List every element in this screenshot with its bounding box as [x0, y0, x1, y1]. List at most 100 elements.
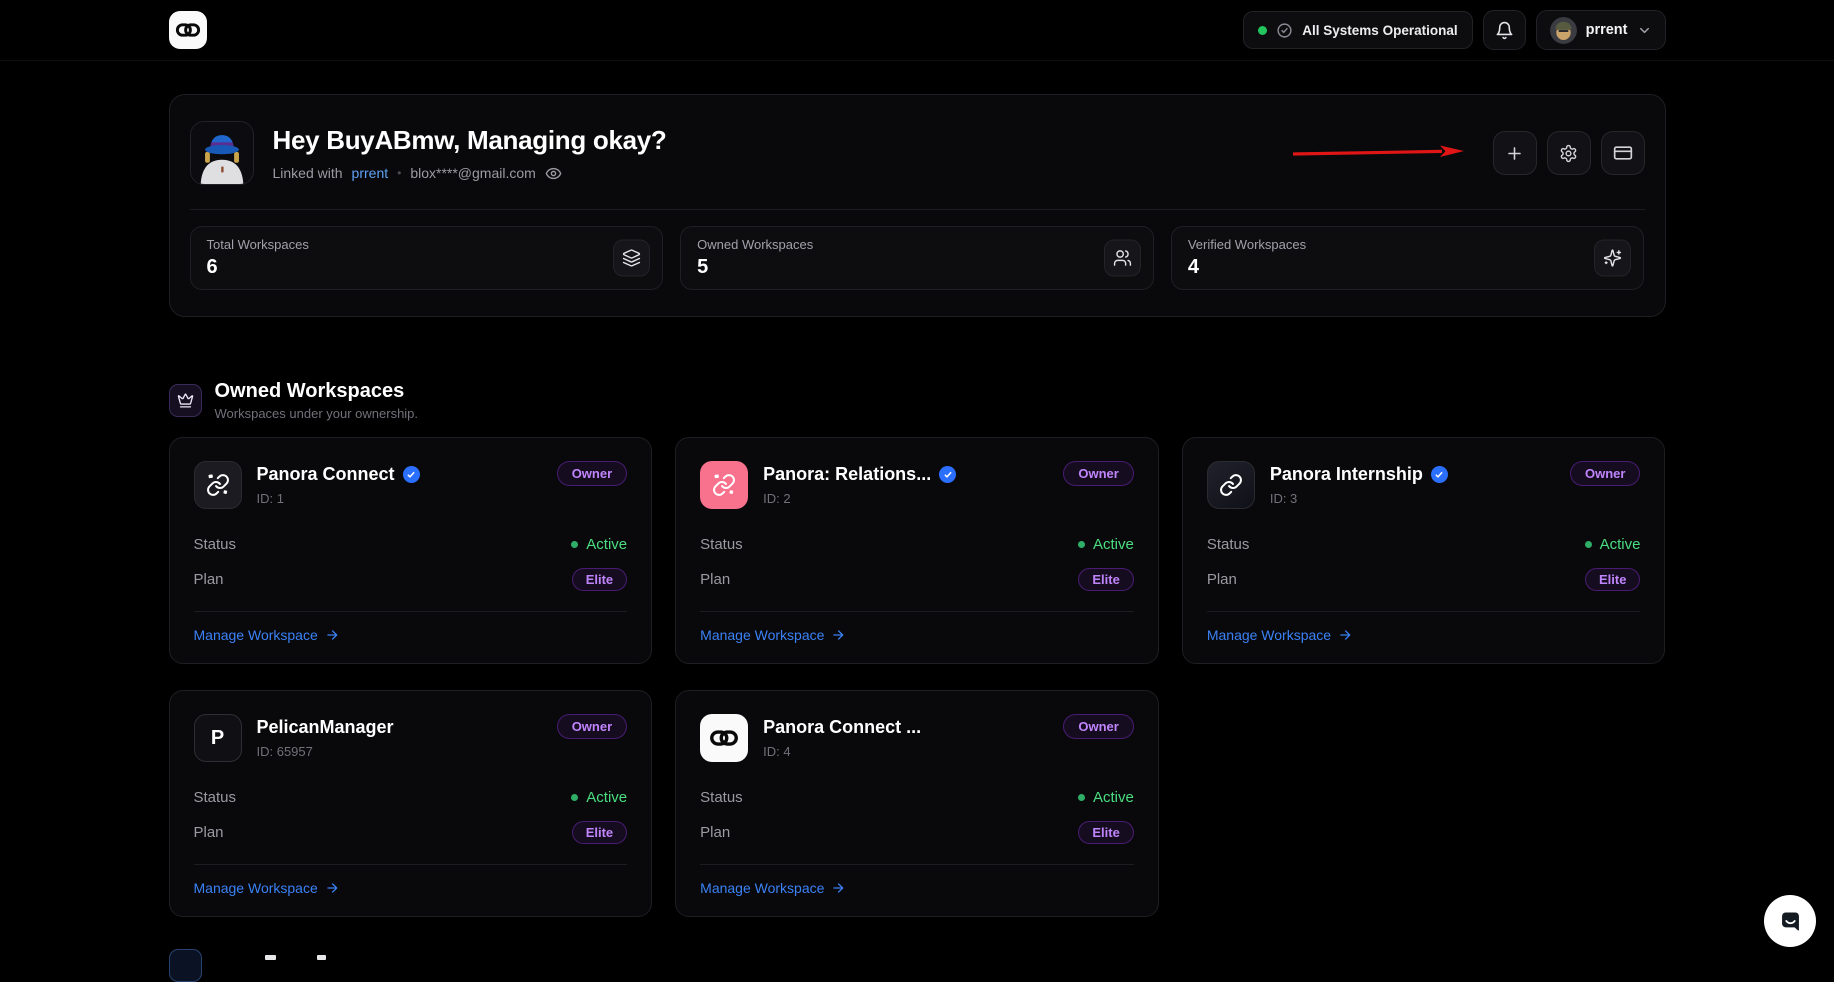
workspace-card: Panora Connect ID: 1 Owner Status Active: [169, 437, 653, 664]
status-dot: [1258, 26, 1267, 35]
owner-badge: Owner: [557, 461, 627, 486]
status-value: Active: [1585, 536, 1641, 553]
next-section-header-cutoff: [169, 949, 1666, 982]
owned-workspaces-section-header: Owned Workspaces Workspaces under your o…: [169, 380, 1666, 421]
support-chat-button[interactable]: [1764, 895, 1816, 947]
crown-icon: [169, 384, 202, 417]
stat-label: Verified Workspaces: [1188, 237, 1628, 252]
workspace-card: Panora Connect ... ID: 4 Owner Status Ac…: [675, 690, 1159, 917]
app-logo[interactable]: [169, 11, 207, 49]
masked-email: blox****@gmail.com: [410, 165, 535, 181]
owner-badge: Owner: [1063, 714, 1133, 739]
workspace-id: ID: 65957: [257, 744, 394, 759]
arrow-right-icon: [1338, 628, 1352, 642]
manage-workspace-label: Manage Workspace: [194, 880, 318, 896]
card-divider: [700, 864, 1134, 865]
status-label: Status: [700, 536, 743, 553]
plan-label: Plan: [1207, 571, 1237, 588]
workspace-icon: [700, 461, 748, 509]
active-dot: [1585, 541, 1592, 548]
annotation-red-arrow: [1292, 145, 1464, 159]
credit-card-icon: [1613, 143, 1633, 163]
manage-workspace-label: Manage Workspace: [700, 880, 824, 896]
plan-badge: Elite: [572, 821, 627, 844]
status-label: Status: [194, 789, 237, 806]
user-menu[interactable]: prrent: [1536, 10, 1666, 50]
manage-workspace-link[interactable]: Manage Workspace: [194, 627, 628, 643]
user-avatar: [1550, 17, 1577, 44]
arrow-right-icon: [325, 628, 339, 642]
status-value: Active: [571, 536, 627, 553]
owner-badge: Owner: [1570, 461, 1640, 486]
billing-button[interactable]: [1601, 131, 1645, 175]
chat-bubble-icon: [1777, 908, 1804, 935]
add-workspace-button[interactable]: [1493, 131, 1537, 175]
stat-value: 4: [1188, 256, 1628, 279]
sparkles-icon: [1594, 240, 1631, 277]
active-dot: [1078, 794, 1085, 801]
plan-label: Plan: [194, 824, 224, 841]
workspace-id: ID: 2: [763, 491, 956, 506]
gear-icon: [1559, 144, 1578, 163]
active-dot: [571, 794, 578, 801]
manage-workspace-link[interactable]: Manage Workspace: [194, 880, 628, 896]
plan-label: Plan: [700, 824, 730, 841]
section-subtitle: Workspaces under your ownership.: [215, 406, 419, 421]
users-icon: [1104, 240, 1141, 277]
system-status-pill[interactable]: All Systems Operational: [1243, 11, 1472, 49]
arrow-right-icon: [325, 881, 339, 895]
separator-dot: •: [397, 166, 401, 180]
plan-label: Plan: [700, 571, 730, 588]
manage-workspace-link[interactable]: Manage Workspace: [700, 627, 1134, 643]
linked-prefix: Linked with: [273, 165, 343, 181]
verified-badge-icon: [939, 466, 956, 483]
manage-workspace-link[interactable]: Manage Workspace: [700, 880, 1134, 896]
arrow-right-icon: [831, 881, 845, 895]
chain-rings-icon: [175, 17, 201, 43]
owner-badge: Owner: [1063, 461, 1133, 486]
linked-account-link[interactable]: prrent: [352, 165, 389, 181]
workspace-name: Panora Internship: [1270, 464, 1423, 485]
status-value-text: Active: [1093, 536, 1134, 553]
owner-badge: Owner: [557, 714, 627, 739]
card-divider: [700, 611, 1134, 612]
status-value: Active: [571, 789, 627, 806]
workspace-icon: [194, 461, 242, 509]
arrow-right-icon: [831, 628, 845, 642]
status-label: Status: [1207, 536, 1250, 553]
card-divider: [1207, 611, 1641, 612]
workspace-id: ID: 1: [257, 491, 420, 506]
notifications-button[interactable]: [1483, 10, 1526, 50]
card-divider: [194, 864, 628, 865]
workspace-id: ID: 3: [1270, 491, 1448, 506]
workspace-icon: [1207, 461, 1255, 509]
plus-icon: [1505, 144, 1524, 163]
plan-badge: Elite: [1078, 821, 1133, 844]
hero-divider: [190, 209, 1645, 210]
workspace-name: Panora Connect ...: [763, 717, 921, 738]
next-section-icon: [169, 949, 202, 982]
manage-workspace-label: Manage Workspace: [194, 627, 318, 643]
status-value-text: Active: [586, 536, 627, 553]
status-label: Status: [194, 536, 237, 553]
eye-icon[interactable]: [545, 165, 562, 182]
workspace-id: ID: 4: [763, 744, 921, 759]
user-name: prrent: [1586, 22, 1628, 38]
status-value-text: Active: [586, 789, 627, 806]
plan-badge: Elite: [572, 568, 627, 591]
settings-button[interactable]: [1547, 131, 1591, 175]
manage-workspace-label: Manage Workspace: [1207, 627, 1331, 643]
workspace-grid: Panora Connect ID: 1 Owner Status Active: [169, 437, 1666, 917]
active-dot: [571, 541, 578, 548]
manage-workspace-link[interactable]: Manage Workspace: [1207, 627, 1641, 643]
verified-badge-icon: [403, 466, 420, 483]
stat-label: Owned Workspaces: [697, 237, 1137, 252]
workspace-icon: P: [194, 714, 242, 762]
check-circle-icon: [1276, 22, 1293, 39]
workspace-name: Panora: Relations...: [763, 464, 931, 485]
plan-label: Plan: [194, 571, 224, 588]
stat-verified-workspaces: Verified Workspaces 4: [1171, 226, 1645, 290]
stat-label: Total Workspaces: [207, 237, 647, 252]
workspace-icon-letter: P: [211, 727, 224, 750]
status-value-text: Active: [1600, 536, 1641, 553]
